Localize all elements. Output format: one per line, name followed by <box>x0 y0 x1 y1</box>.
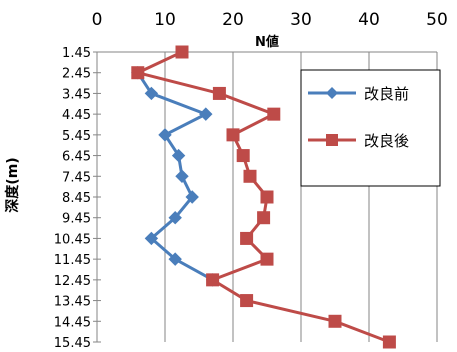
x-tick-label: 50 <box>426 10 448 30</box>
data-point-series-1 <box>158 128 172 142</box>
data-point-series-1 <box>171 148 186 163</box>
series-line-1 <box>136 71 214 282</box>
data-point-series-2 <box>240 294 254 308</box>
legend-label-1: 改良前 <box>364 85 409 103</box>
data-point-series-1 <box>144 86 159 101</box>
y-tick-label: 13.45 <box>54 295 91 310</box>
y-tick-label: 6.45 <box>62 150 91 165</box>
data-point-series-2 <box>382 335 396 349</box>
y-tick-label: 8.45 <box>62 191 91 206</box>
data-point-series-2 <box>212 86 226 100</box>
y-tick-label: 7.45 <box>62 170 91 185</box>
data-point-series-1 <box>185 190 199 204</box>
y-tick-label: 11.45 <box>54 253 91 268</box>
data-point-series-2 <box>257 211 271 225</box>
data-point-series-2 <box>260 252 274 266</box>
y-tick-label: 14.45 <box>54 315 91 330</box>
x-tick-label: 10 <box>154 10 176 30</box>
x-tick-label: 30 <box>290 10 312 30</box>
data-point-series-1 <box>175 169 189 183</box>
x-tick-label: 40 <box>358 10 380 30</box>
legend-label-2: 改良後 <box>364 132 409 150</box>
y-tick-label: 15.45 <box>54 336 91 351</box>
data-point-series-2 <box>175 45 189 59</box>
x-tick-label: 20 <box>222 10 244 30</box>
legend-marker-1 <box>326 87 338 99</box>
data-point-series-2 <box>131 66 145 80</box>
data-point-series-2 <box>240 231 254 245</box>
data-point-series-2 <box>243 169 257 183</box>
data-point-series-2 <box>236 149 250 163</box>
data-point-series-1 <box>144 231 159 246</box>
y-tick-label: 4.45 <box>62 108 91 123</box>
y-tick-label: 12.45 <box>54 274 91 289</box>
data-point-series-2 <box>260 190 274 204</box>
data-point-series-1 <box>168 252 182 266</box>
data-point-series-1 <box>168 211 182 225</box>
y-tick-label: 3.45 <box>62 87 91 102</box>
series-layer <box>131 45 396 349</box>
legend-marker-2 <box>326 134 338 146</box>
data-point-series-2 <box>267 107 281 121</box>
y-axis-label: 深度(m) <box>4 157 21 212</box>
y-tick-label: 10.45 <box>54 232 91 247</box>
axis-layer: 0 10 20 30 40 50 1.45 2.45 3.45 4.45 5.45 6.45 7.45 8… <box>54 10 448 351</box>
chart-title: N値 <box>255 34 279 50</box>
y-tick-label: 9.45 <box>62 212 91 227</box>
data-point-series-1 <box>199 107 213 121</box>
x-tick-label: 0 <box>92 10 103 30</box>
data-point-series-2 <box>328 314 342 328</box>
y-tick-label: 2.45 <box>62 67 91 82</box>
legend-box <box>300 69 441 187</box>
y-tick-label: 5.45 <box>62 129 91 144</box>
y-tick-label: 1.45 <box>62 46 91 61</box>
data-point-series-2 <box>206 273 220 287</box>
data-point-series-2 <box>226 128 240 142</box>
